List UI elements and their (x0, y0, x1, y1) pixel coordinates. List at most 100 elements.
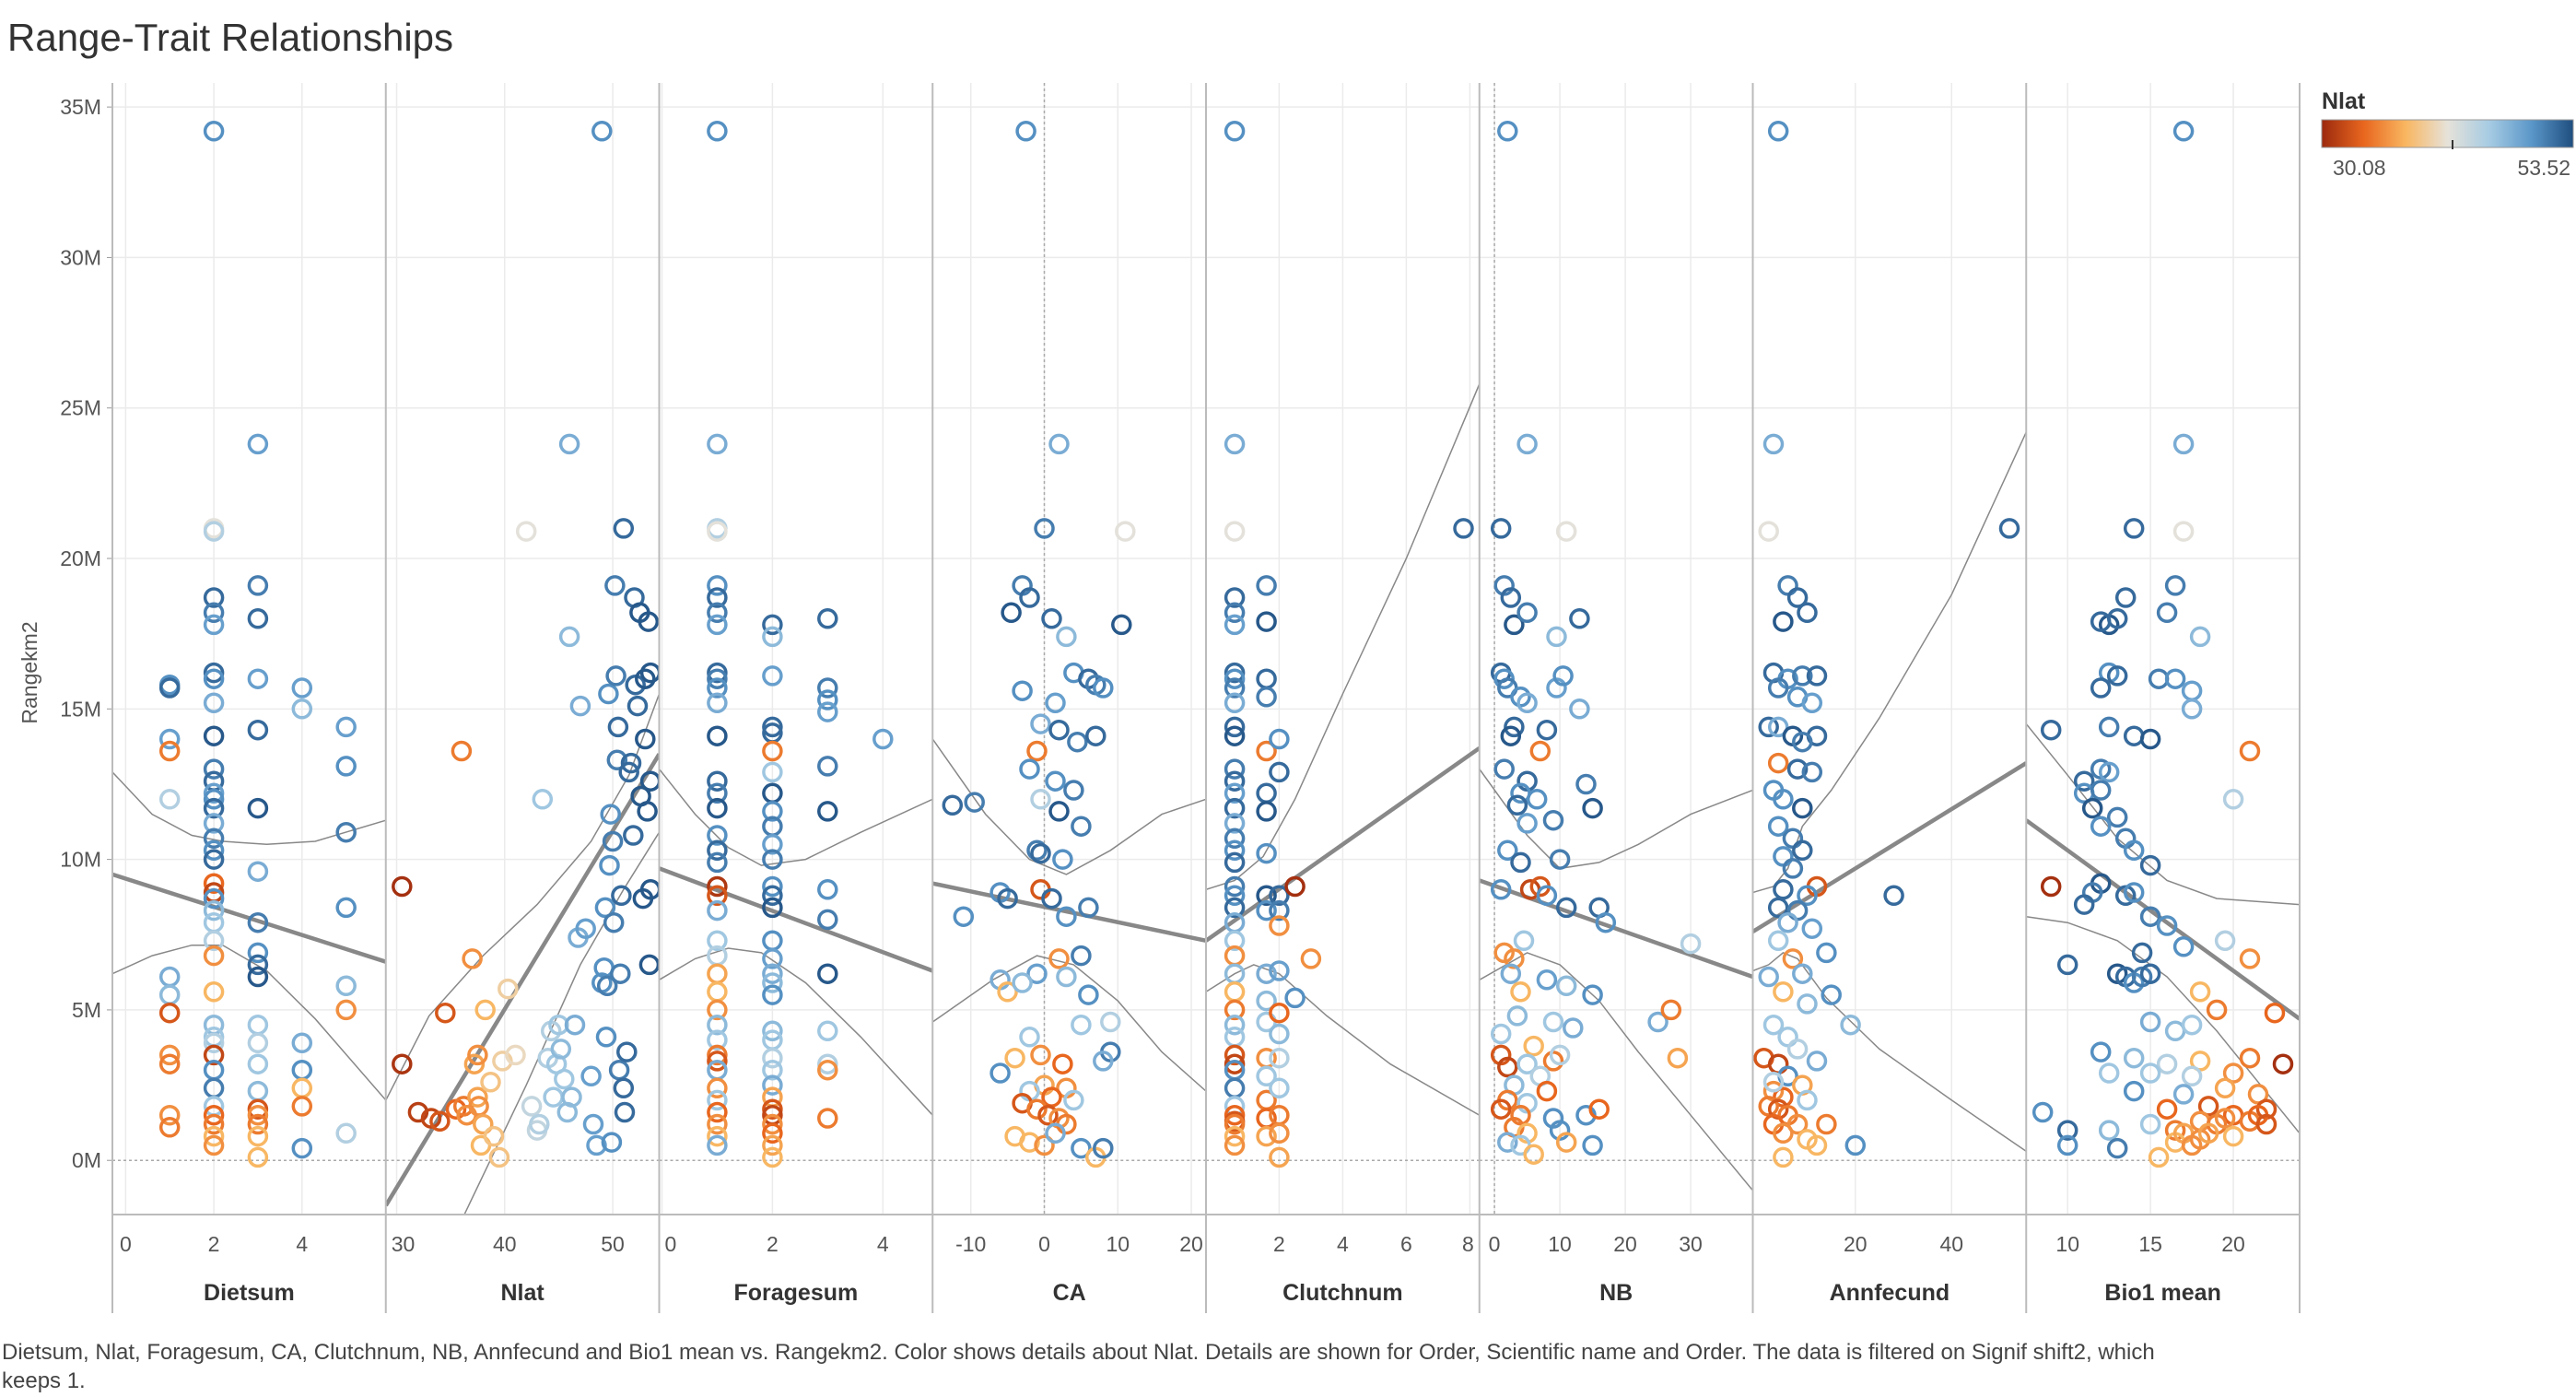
confidence-band-lower (463, 831, 660, 1215)
data-point (1085, 725, 1107, 746)
data-point (2272, 1053, 2294, 1074)
data-point (1767, 897, 1789, 919)
data-point (1224, 930, 1246, 952)
data-point (1497, 839, 1518, 862)
data-point (707, 875, 728, 898)
data-point (505, 1044, 526, 1066)
x-tick-label: 20 (1179, 1232, 1203, 1256)
data-point (1504, 716, 1525, 738)
data-point (1063, 780, 1084, 801)
data-point (1045, 1122, 1066, 1145)
data-point (762, 984, 783, 1005)
data-point (707, 930, 728, 952)
data-point (203, 813, 225, 834)
field-label: Clutchnum (1282, 1280, 1403, 1306)
data-point (2148, 1146, 2170, 1168)
data-point (1256, 1065, 1277, 1087)
data-point (1224, 1077, 1246, 1099)
data-point (1786, 1113, 1809, 1135)
data-point (762, 614, 783, 636)
data-point (467, 1044, 488, 1066)
data-point (1542, 809, 1564, 831)
data-point (2156, 915, 2178, 936)
data-point (707, 1029, 728, 1051)
panel-nb: 0 10 20 30 NB (1479, 83, 1753, 1306)
data-point (1256, 687, 1277, 708)
data-point (2172, 433, 2195, 455)
data-point (1224, 875, 1246, 898)
data-point (203, 1104, 225, 1126)
data-point (247, 433, 269, 455)
data-point (616, 1041, 638, 1062)
legend-gradient-bar (2321, 119, 2574, 148)
data-point (1493, 758, 1515, 780)
data-point (707, 981, 728, 1003)
data-point (1542, 1011, 1564, 1033)
data-point (817, 1020, 838, 1042)
confidence-band-upper (1206, 383, 1480, 891)
data-point (2156, 602, 2178, 624)
data-point (2239, 1047, 2261, 1069)
data-point (1453, 518, 1474, 539)
data-point (158, 1002, 181, 1024)
data-point (1786, 587, 1809, 608)
trend-line (1206, 745, 1480, 943)
data-point (575, 918, 596, 939)
data-point (1256, 842, 1277, 864)
data-point (247, 911, 269, 933)
data-point (1516, 692, 1538, 714)
x-tick-label: 30 (1679, 1232, 1703, 1256)
data-point (1256, 782, 1277, 804)
data-point (623, 825, 644, 846)
data-point (762, 740, 783, 762)
data-point (762, 885, 783, 907)
data-point (203, 981, 225, 1003)
data-point (203, 1134, 225, 1156)
data-point (1224, 668, 1246, 689)
data-point (1762, 1014, 1785, 1036)
data-point (554, 1068, 575, 1090)
data-point (2114, 587, 2137, 608)
data-point (247, 1053, 269, 1074)
data-point (1506, 794, 1528, 816)
data-point (707, 1125, 728, 1147)
data-point (1563, 1017, 1584, 1039)
data-point (2189, 626, 2211, 648)
data-point (707, 839, 728, 862)
confidence-band-lower (1206, 964, 1480, 1116)
data-point (291, 1032, 313, 1054)
data-point (2098, 1120, 2120, 1141)
data-point (2123, 839, 2145, 862)
confidence-band-upper (1752, 431, 2027, 894)
data-point (2139, 1011, 2161, 1033)
x-tick-label: 10 (2055, 1232, 2079, 1256)
data-point (158, 1053, 181, 1074)
data-point (203, 725, 225, 746)
data-point (1224, 885, 1246, 907)
data-point (2139, 906, 2161, 927)
data-point (1019, 1132, 1040, 1153)
data-point (392, 1053, 413, 1074)
data-point (762, 849, 783, 870)
data-point (2106, 608, 2128, 629)
data-point (335, 756, 357, 777)
x-tick-label: 4 (877, 1232, 889, 1256)
data-point (1224, 770, 1246, 792)
data-point (1045, 770, 1066, 792)
data-point (817, 879, 838, 900)
data-point (1500, 587, 1522, 608)
data-point (1048, 801, 1070, 822)
data-point (1773, 879, 1794, 900)
data-point (203, 1125, 225, 1147)
data-point (1224, 999, 1246, 1021)
x-tick-label: 0 (1489, 1232, 1501, 1256)
data-point (1490, 1023, 1512, 1045)
data-point (2139, 1113, 2161, 1135)
panel-clutchnum: 2 4 6 8 Clutchnum (1206, 83, 1480, 1306)
data-point (1071, 816, 1092, 837)
data-point (2181, 698, 2203, 720)
data-point (594, 897, 616, 919)
data-point (1497, 1132, 1518, 1153)
data-point (1792, 839, 1813, 862)
data-point (451, 740, 473, 762)
